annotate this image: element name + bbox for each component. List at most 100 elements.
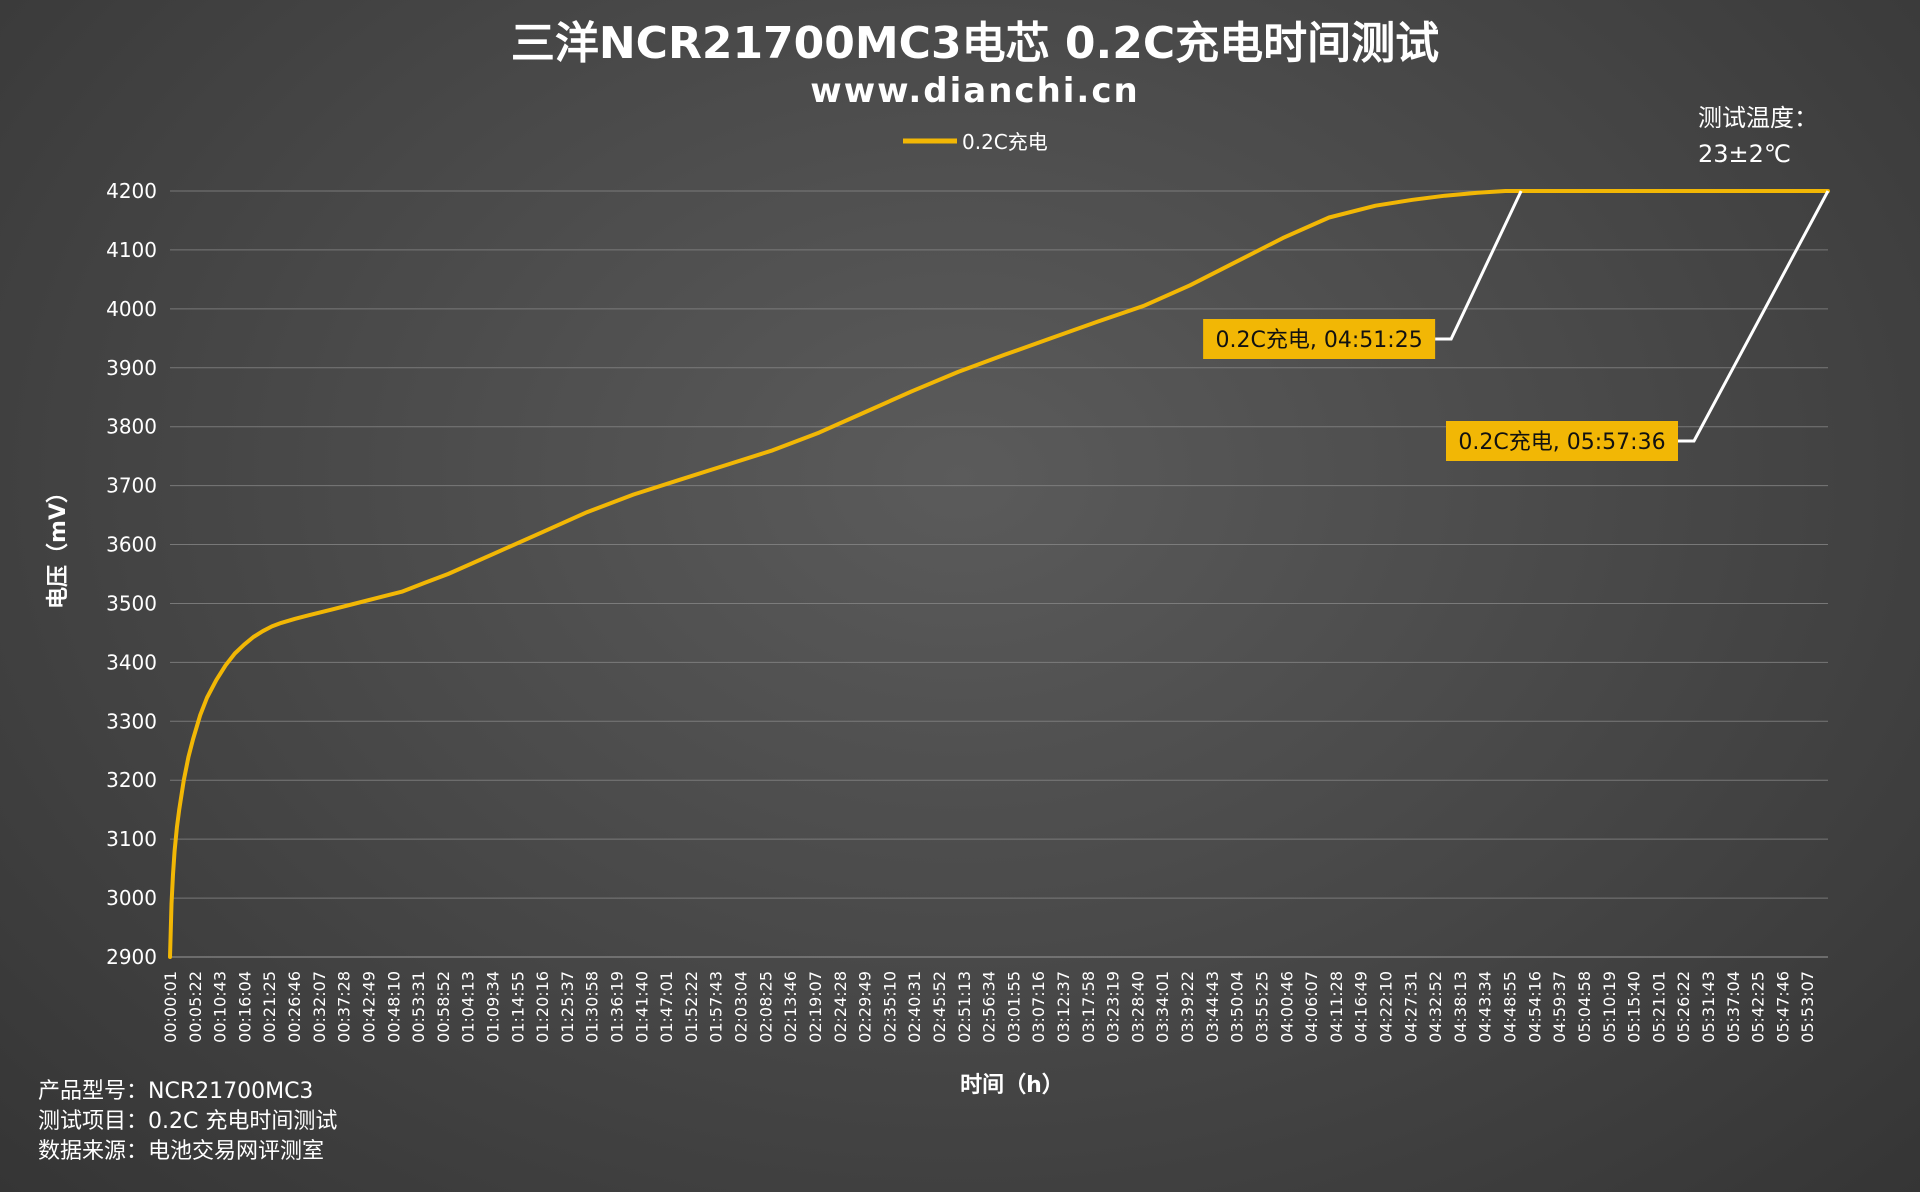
x-tick-label: 00:16:04 [235,971,254,1043]
temp-note-line2: 23±2℃ [1698,140,1791,168]
annotation-leader [1678,190,1830,443]
x-tick-label: 04:22:10 [1377,971,1396,1043]
x-tick-label: 03:28:40 [1128,971,1147,1043]
y-tick-label: 3700 [106,474,157,498]
x-tick-label: 00:21:25 [260,971,279,1043]
annotation-leader [1435,190,1523,341]
x-tick-label: 04:00:46 [1277,971,1296,1043]
y-tick-label: 3800 [106,415,157,439]
annotation-label: 0.2C充电, 05:57:36 [1458,430,1665,455]
x-tick-label: 01:41:40 [632,971,651,1043]
x-tick-label: 03:01:55 [1004,971,1023,1043]
x-tick-label: 00:05:22 [186,971,205,1043]
x-tick-label: 03:07:16 [1029,971,1048,1043]
x-tick-label: 05:04:58 [1575,971,1594,1043]
x-tick-label: 04:59:37 [1550,971,1569,1043]
annotation-box [1203,319,1436,359]
x-axis-label: 时间（h） [960,1073,1064,1098]
x-tick-label: 04:16:49 [1352,971,1371,1043]
y-tick-label: 4000 [106,297,157,321]
info-source: 数据来源：电池交易网评测室 [38,1139,324,1164]
x-tick-label: 01:14:55 [508,971,527,1043]
x-tick-label: 04:48:55 [1501,971,1520,1043]
x-tick-label: 05:15:40 [1625,971,1644,1043]
x-tick-label: 02:40:31 [905,971,924,1043]
x-tick-label: 04:32:52 [1426,971,1445,1043]
y-tick-label: 4200 [106,179,157,203]
x-tick-label: 02:03:04 [732,971,751,1043]
x-tick-label: 00:58:52 [434,971,453,1043]
series-layer [168,189,1830,959]
x-tick-label: 02:45:52 [930,971,949,1043]
annotation-label: 0.2C充电, 04:51:25 [1216,328,1423,353]
x-tick-label: 05:31:43 [1699,971,1718,1043]
x-axis-ticks: 00:00:01 00:05:22 00:10:43 00:16:04 00:21:25… [161,971,1817,1043]
series-line [168,189,1830,959]
x-tick-label: 05:37:04 [1724,971,1743,1043]
x-tick-label: 01:20:16 [533,971,552,1043]
grid [170,190,1828,958]
x-tick-label: 05:26:22 [1674,971,1693,1043]
x-tick-label: 00:37:28 [335,971,354,1043]
x-tick-label: 04:54:16 [1525,971,1544,1043]
x-tick-label: 00:53:31 [409,971,428,1043]
x-tick-label: 01:25:37 [558,971,577,1043]
x-tick-label: 01:47:01 [657,971,676,1043]
x-tick-label: 03:17:58 [1079,971,1098,1043]
x-tick-label: 01:30:58 [583,971,602,1043]
x-tick-label: 02:19:07 [806,971,825,1043]
y-tick-label: 2900 [106,945,157,969]
x-tick-label: 00:42:49 [359,971,378,1043]
info-model: 产品型号：NCR21700MC3 [38,1079,313,1104]
x-tick-label: 05:21:01 [1649,971,1668,1043]
x-tick-label: 03:12:37 [1054,971,1073,1043]
x-tick-label: 04:11:28 [1327,971,1346,1043]
x-tick-label: 05:42:25 [1749,971,1768,1043]
x-tick-label: 02:13:46 [781,971,800,1043]
x-tick-label: 02:08:25 [756,971,775,1043]
y-tick-label: 3900 [106,356,157,380]
x-tick-label: 03:55:25 [1252,971,1271,1043]
x-tick-label: 01:36:19 [608,971,627,1043]
legend-entry: 0.2C充电 [962,130,1048,154]
info-item: 测试项目：0.2C 充电时间测试 [38,1109,337,1134]
temp-note-line1: 测试温度： [1698,104,1818,132]
x-tick-label: 03:50:04 [1228,971,1247,1043]
y-tick-label: 4100 [106,238,157,262]
y-tick-label: 3000 [106,886,157,910]
x-tick-label: 02:29:49 [856,971,875,1043]
y-axis-label: 电压（mV） [46,481,71,609]
y-tick-label: 3600 [106,533,157,557]
y-axis-ticks: 2900 3000 3100 3200 3300 3400 3500 3600 3700 3800… [106,179,157,969]
x-tick-label: 03:39:22 [1178,971,1197,1043]
x-tick-label: 05:53:07 [1798,971,1817,1043]
y-tick-label: 3400 [106,650,157,674]
x-tick-label: 04:06:07 [1302,971,1321,1043]
annotations: 0.2C充电, 04:51:25 0.2C充电, 05:57:36 [1203,190,1830,461]
x-tick-label: 02:35:10 [880,971,899,1043]
y-tick-label: 3500 [106,591,157,615]
annotation-box [1446,421,1678,461]
x-tick-label: 03:23:19 [1104,971,1123,1043]
x-tick-label: 02:24:28 [831,971,850,1043]
x-tick-label: 01:57:43 [707,971,726,1043]
legend: 0.2C充电 [903,130,1048,154]
x-tick-label: 03:44:43 [1203,971,1222,1043]
x-tick-label: 02:51:13 [955,971,974,1043]
x-tick-label: 05:47:46 [1773,971,1792,1043]
x-tick-label: 00:10:43 [211,971,230,1043]
x-tick-label: 04:43:34 [1476,971,1495,1043]
x-tick-label: 01:52:22 [682,971,701,1043]
x-tick-label: 04:27:31 [1401,971,1420,1043]
y-tick-label: 3300 [106,709,157,733]
x-tick-label: 02:56:34 [980,971,999,1043]
x-tick-label: 04:38:13 [1451,971,1470,1043]
x-tick-label: 01:04:13 [459,971,478,1043]
x-tick-label: 00:48:10 [384,971,403,1043]
x-tick-label: 05:10:19 [1600,971,1619,1043]
x-tick-label: 00:32:07 [310,971,329,1043]
chart-subtitle: www.dianchi.cn [810,71,1139,111]
x-tick-label: 03:34:01 [1153,971,1172,1043]
y-tick-label: 3100 [106,827,157,851]
